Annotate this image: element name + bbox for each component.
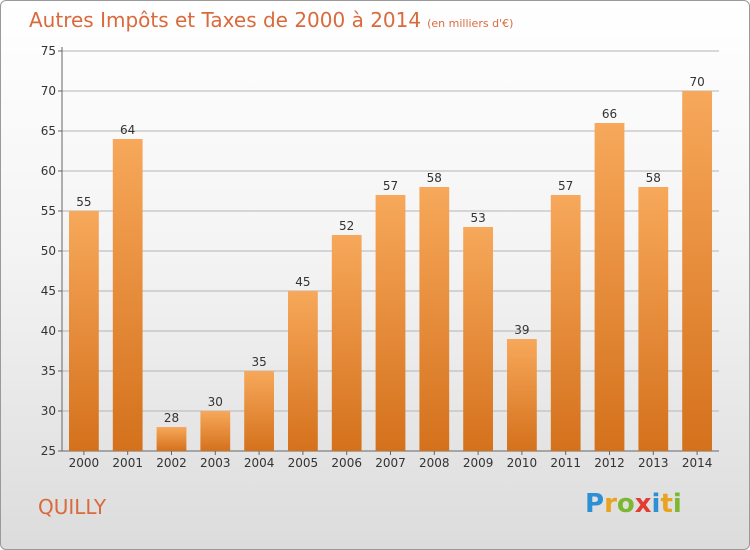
- data-label: 57: [383, 179, 398, 193]
- commune-name: QUILLY: [38, 495, 107, 519]
- x-tick-label: 2003: [200, 456, 231, 470]
- logo-letter: x: [634, 489, 652, 519]
- x-tick-label: 2010: [507, 456, 538, 470]
- y-tick-label: 60: [41, 164, 56, 178]
- bar-2005: [288, 291, 318, 451]
- data-label: 53: [470, 211, 485, 225]
- y-tick-label: 50: [41, 244, 56, 258]
- data-label: 58: [646, 171, 661, 185]
- data-label: 55: [76, 195, 91, 209]
- data-label: 70: [689, 75, 704, 89]
- data-label: 30: [208, 395, 223, 409]
- bars: [69, 91, 712, 451]
- bar-2006: [331, 235, 362, 451]
- x-tick-label: 2008: [419, 456, 450, 470]
- bar-2000: [69, 211, 99, 451]
- data-label: 64: [120, 123, 135, 137]
- x-tick-label: 2002: [156, 456, 187, 470]
- y-tick-label: 65: [41, 124, 56, 138]
- bar-2008: [419, 187, 450, 451]
- y-tick-label: 25: [41, 444, 56, 458]
- bar-2011: [550, 195, 581, 451]
- y-tick-label: 35: [41, 364, 56, 378]
- bar-2007: [375, 195, 406, 451]
- x-tick-label: 2013: [638, 456, 669, 470]
- unit-label: (en milliers d'€): [427, 17, 514, 30]
- x-tick-label: 2006: [331, 456, 362, 470]
- data-label: 66: [602, 107, 617, 121]
- bar-2009: [463, 227, 493, 451]
- logo-letter: r: [604, 489, 617, 519]
- data-label: 45: [295, 275, 310, 289]
- y-tick-label: 30: [41, 404, 56, 418]
- logo-letter: o: [616, 489, 635, 519]
- title-text: Autres Impôts et Taxes de 2000 à 2014: [29, 8, 422, 32]
- proxiti-logo: Proxiti: [585, 489, 682, 519]
- data-label: 39: [514, 323, 529, 337]
- data-label: 52: [339, 219, 354, 233]
- bar-2001: [112, 139, 143, 451]
- x-tick-label: 2011: [550, 456, 581, 470]
- x-tick-label: 2014: [682, 456, 713, 470]
- x-tick-label: 2001: [112, 456, 143, 470]
- x-tick-label: 2004: [244, 456, 275, 470]
- x-tick-label: 2012: [594, 456, 625, 470]
- x-tick-label: 2007: [375, 456, 406, 470]
- labels: 25 30 35 40 45 50 55 60 65 70 75 55 2000 64 2001 28 2002…: [41, 44, 713, 470]
- x-tick-label: 2005: [288, 456, 319, 470]
- bar-2004: [244, 371, 274, 451]
- bar-2003: [200, 411, 231, 451]
- y-tick-label: 70: [41, 84, 56, 98]
- logo-letter: i: [672, 489, 682, 519]
- y-tick-label: 55: [41, 204, 56, 218]
- data-label: 35: [251, 355, 266, 369]
- data-label: 57: [558, 179, 573, 193]
- logo-letter: i: [651, 489, 661, 519]
- chart-title: Autres Impôts et Taxes de 2000 à 2014 (en…: [29, 8, 513, 32]
- data-label: 28: [164, 411, 179, 425]
- y-tick-label: 45: [41, 284, 56, 298]
- data-label: 58: [427, 171, 442, 185]
- bar-2010: [507, 339, 537, 451]
- logo-letter: P: [585, 489, 605, 519]
- logo-letter: t: [660, 489, 673, 519]
- x-tick-label: 2009: [463, 456, 494, 470]
- bar-2014: [682, 91, 712, 451]
- bar-2012: [594, 123, 625, 451]
- y-tick-label: 40: [41, 324, 56, 338]
- y-tick-label: 75: [41, 44, 56, 58]
- bar-2013: [638, 187, 669, 451]
- x-tick-label: 2000: [69, 456, 100, 470]
- bar-2002: [156, 427, 187, 451]
